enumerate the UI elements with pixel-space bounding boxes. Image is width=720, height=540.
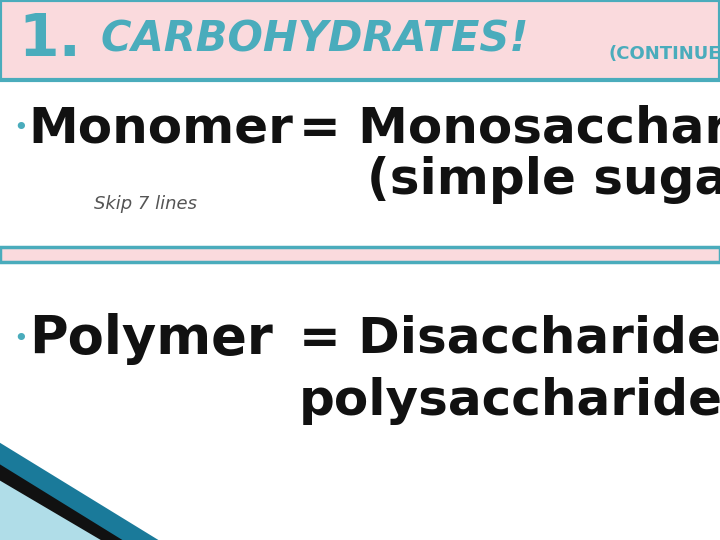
Text: 1.: 1.	[18, 11, 81, 69]
Text: (simple sugar): (simple sugar)	[367, 156, 720, 204]
Polygon shape	[0, 443, 158, 540]
Text: •: •	[13, 116, 27, 140]
Text: = Disaccharides and: = Disaccharides and	[299, 315, 720, 363]
Text: •: •	[13, 327, 27, 351]
Text: CARBOHYDRATES!: CARBOHYDRATES!	[72, 19, 528, 61]
Text: = Monosaccharide: = Monosaccharide	[299, 104, 720, 152]
Text: Polymer: Polymer	[29, 313, 273, 365]
Text: Skip 7 lines: Skip 7 lines	[94, 195, 197, 213]
Polygon shape	[0, 481, 101, 540]
Text: Monomer: Monomer	[29, 104, 294, 152]
Text: polysaccharides: polysaccharides	[299, 377, 720, 425]
FancyBboxPatch shape	[0, 247, 720, 262]
FancyBboxPatch shape	[0, 0, 720, 80]
Text: (CONTINUED): (CONTINUED)	[608, 45, 720, 63]
Polygon shape	[0, 464, 122, 540]
